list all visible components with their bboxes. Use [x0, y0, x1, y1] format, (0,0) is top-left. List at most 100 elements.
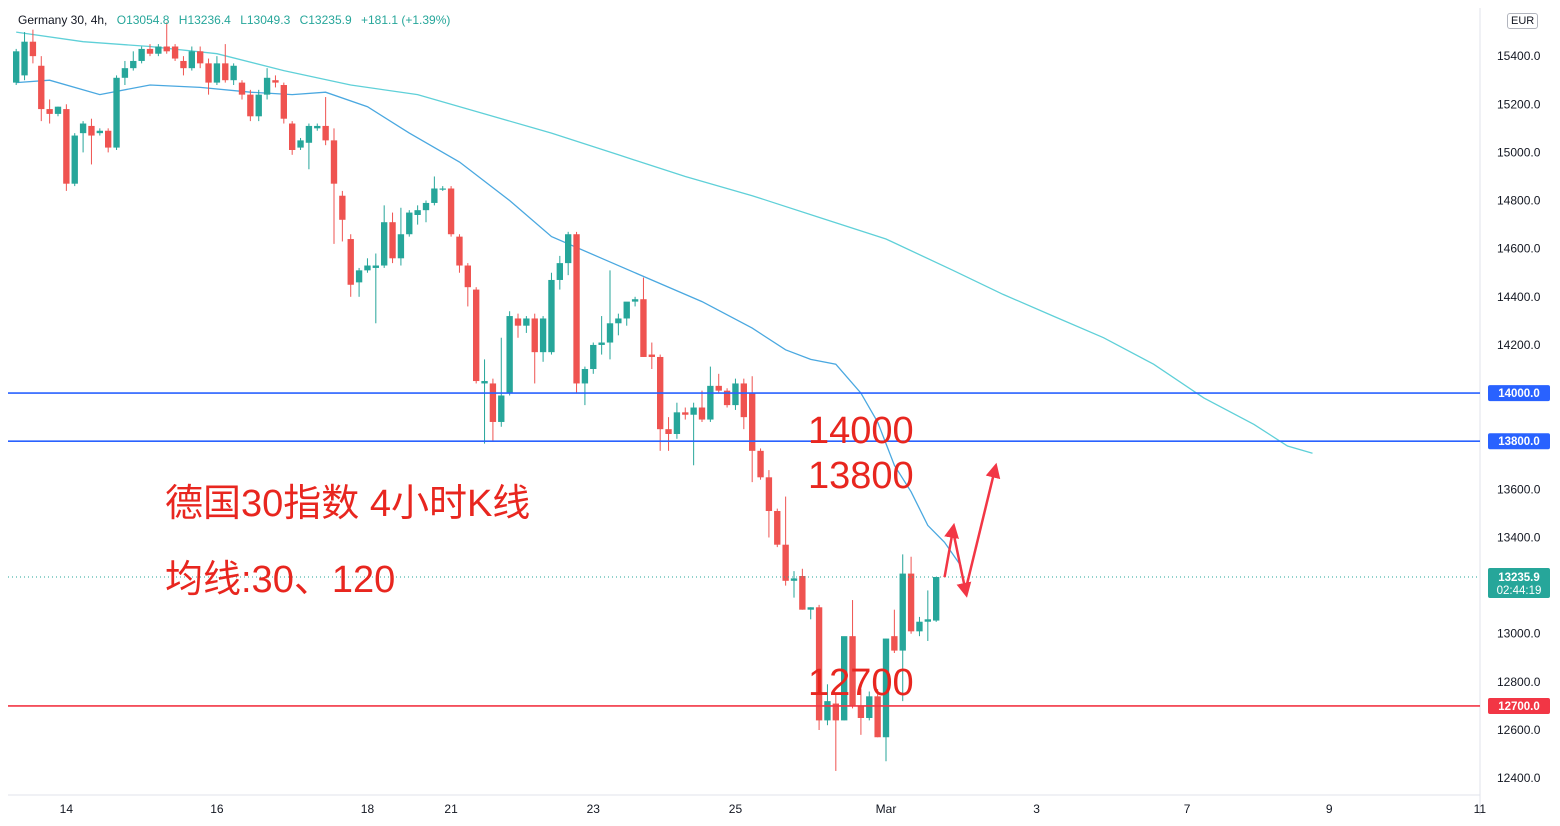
candle-body	[180, 60, 187, 69]
candle-body	[96, 130, 103, 134]
projection-arrow	[943, 522, 959, 578]
candle-body	[807, 607, 814, 610]
candle	[489, 378, 497, 442]
candle	[222, 44, 229, 83]
candle-body	[489, 383, 497, 422]
x-tick-label: 14	[60, 802, 74, 816]
candle	[832, 693, 839, 771]
candle-body	[263, 77, 271, 95]
candle-body	[247, 94, 254, 117]
candle-body	[155, 46, 162, 54]
level-badge	[1488, 385, 1550, 402]
candle-body	[506, 316, 513, 394]
candle-body	[88, 125, 95, 136]
candle	[71, 133, 78, 187]
candle	[205, 58, 212, 95]
candle-body	[238, 82, 246, 95]
candle	[431, 176, 438, 206]
level-badge	[1488, 433, 1550, 450]
candle-body	[749, 393, 756, 451]
candle-body	[464, 265, 471, 288]
candle	[498, 337, 505, 427]
candle	[506, 311, 513, 396]
candle	[439, 186, 446, 191]
candle-body	[364, 265, 371, 271]
candle-body	[121, 68, 129, 78]
candle-body	[422, 202, 430, 211]
candle-body	[723, 390, 731, 406]
annotation-level-12700: 12700	[808, 662, 914, 704]
candle	[29, 29, 37, 64]
candle-body	[815, 607, 823, 721]
candle	[882, 638, 890, 762]
candle	[698, 390, 706, 422]
candle-body	[205, 63, 212, 83]
candle-body	[874, 696, 881, 738]
candle	[648, 342, 655, 370]
last-price-badge	[1488, 567, 1550, 598]
candle-body	[832, 703, 839, 721]
candle-body	[933, 576, 940, 621]
level-badge	[1488, 697, 1550, 714]
candle-body	[481, 381, 488, 384]
candle	[849, 600, 856, 709]
currency-badge[interactable]: EUR	[1507, 13, 1539, 29]
candle-body	[598, 342, 605, 345]
candle-body	[79, 123, 87, 134]
candle-body	[289, 123, 296, 150]
candle-body	[297, 140, 304, 148]
candle-body	[857, 705, 865, 718]
candle-body	[606, 323, 614, 343]
candle	[238, 80, 246, 100]
candle-body	[665, 429, 672, 434]
candle-body	[21, 41, 28, 76]
candle-body	[907, 573, 915, 632]
ma30-line	[16, 79, 962, 567]
candle	[581, 366, 589, 406]
symbol-label[interactable]: Germany 30, 4h,	[18, 13, 108, 27]
candle	[790, 571, 798, 598]
y-tick-label: 14200.0	[1497, 338, 1541, 352]
candle-body	[623, 301, 630, 319]
level-badge-label: 12700.0	[1498, 701, 1540, 713]
candle	[899, 554, 906, 702]
candle-body	[531, 318, 538, 353]
candle	[673, 402, 681, 439]
candle-body	[272, 80, 279, 83]
candle	[163, 22, 170, 54]
candle	[556, 255, 563, 290]
candle	[138, 46, 145, 64]
candle-body	[197, 51, 204, 64]
candle-body	[414, 210, 421, 215]
level-badge-label: 13800.0	[1498, 436, 1540, 448]
candle	[857, 689, 865, 735]
candle-body	[682, 412, 689, 415]
candle-body	[782, 544, 789, 581]
candle-body	[439, 188, 446, 190]
candle-body	[882, 638, 890, 738]
candle	[364, 258, 371, 273]
candle-body	[13, 51, 20, 83]
low-value: L13049.3	[240, 13, 291, 27]
x-tick-label: 3	[1033, 802, 1040, 816]
y-tick-label: 14800.0	[1497, 194, 1541, 208]
close-value: C13235.9	[299, 13, 352, 27]
candle	[598, 316, 605, 355]
candle-body	[230, 65, 237, 81]
candle-body	[171, 46, 179, 59]
candle	[305, 123, 313, 170]
candle	[197, 46, 204, 69]
candle-body	[765, 477, 773, 512]
candle-body	[648, 354, 655, 357]
annotation-title: 德国30指数 4小时K线	[165, 483, 531, 525]
candle-body	[732, 383, 739, 406]
candle-body	[347, 239, 354, 285]
candle	[381, 205, 388, 268]
candle-body	[397, 234, 405, 259]
x-tick-label: 7	[1184, 802, 1191, 816]
candle-body	[389, 222, 396, 259]
candle-body	[715, 385, 722, 391]
y-tick-label: 12400.0	[1497, 771, 1541, 785]
